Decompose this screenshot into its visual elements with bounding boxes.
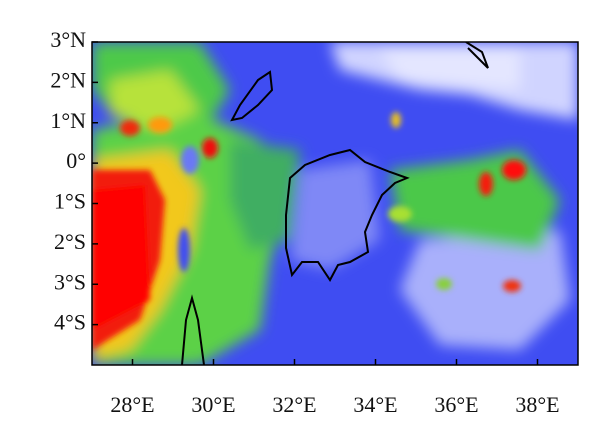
y-tick-label: 4°S (54, 310, 86, 335)
y-tick-label: 2°N (50, 67, 86, 92)
precipitation-field (92, 42, 578, 365)
x-tick-label: 28°E (110, 392, 154, 417)
x-tick-label: 34°E (353, 392, 397, 417)
x-tick-label: 30°E (191, 392, 235, 417)
y-tick-label: 1°N (50, 108, 86, 133)
x-tick-label: 38°E (515, 392, 559, 417)
x-tick-label: 36°E (434, 392, 478, 417)
lake-outlines (181, 42, 489, 365)
y-tick-label: 3°N (50, 27, 86, 52)
y-tick-label: 0° (66, 148, 86, 173)
y-tick-label: 3°S (54, 269, 86, 294)
y-tick-label: 1°S (54, 189, 86, 214)
x-tick-label: 32°E (272, 392, 316, 417)
y-tick-label: 2°S (54, 229, 86, 254)
